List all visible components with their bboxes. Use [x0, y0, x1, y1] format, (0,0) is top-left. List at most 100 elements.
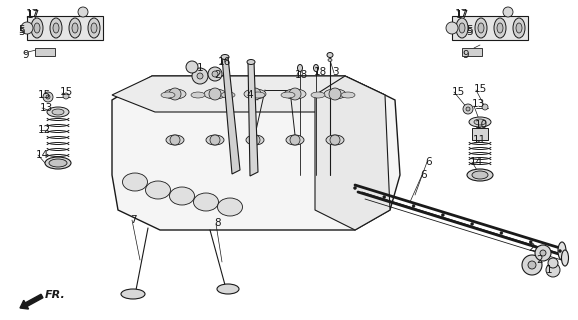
Ellipse shape	[123, 173, 147, 191]
Ellipse shape	[324, 89, 346, 99]
Circle shape	[548, 258, 558, 268]
Ellipse shape	[327, 52, 333, 58]
Ellipse shape	[50, 18, 62, 38]
Ellipse shape	[467, 169, 493, 181]
Circle shape	[446, 22, 458, 34]
Text: 1: 1	[197, 63, 203, 73]
Text: 18: 18	[314, 67, 327, 77]
Circle shape	[354, 187, 357, 189]
Ellipse shape	[328, 59, 332, 61]
Ellipse shape	[47, 107, 69, 117]
Circle shape	[558, 250, 561, 252]
Circle shape	[289, 88, 301, 100]
Ellipse shape	[281, 92, 295, 98]
Ellipse shape	[52, 109, 64, 115]
Circle shape	[249, 88, 261, 100]
FancyArrow shape	[20, 294, 43, 309]
Text: 6: 6	[420, 170, 427, 180]
Bar	[462, 48, 482, 56]
Text: 18: 18	[295, 70, 308, 80]
Text: 16: 16	[218, 57, 231, 67]
Text: 9: 9	[22, 50, 29, 60]
Text: 13: 13	[472, 99, 486, 109]
Circle shape	[210, 135, 220, 145]
Ellipse shape	[49, 159, 67, 167]
Text: 15: 15	[452, 87, 465, 97]
Ellipse shape	[246, 135, 264, 145]
Ellipse shape	[217, 284, 239, 294]
Ellipse shape	[251, 92, 265, 98]
Circle shape	[212, 71, 218, 77]
Ellipse shape	[494, 18, 506, 38]
Text: 5: 5	[18, 27, 25, 37]
Text: 3: 3	[332, 67, 339, 77]
Circle shape	[21, 22, 33, 34]
Circle shape	[466, 107, 470, 111]
Circle shape	[78, 7, 88, 17]
Ellipse shape	[341, 92, 355, 98]
Ellipse shape	[561, 250, 569, 266]
Ellipse shape	[166, 135, 184, 145]
Bar	[452, 16, 528, 40]
Text: 7: 7	[130, 215, 136, 225]
Circle shape	[208, 67, 222, 81]
Ellipse shape	[221, 54, 229, 60]
Text: 1: 1	[546, 265, 553, 275]
Text: 13: 13	[40, 103, 53, 113]
Text: 17: 17	[456, 10, 469, 20]
Circle shape	[500, 231, 503, 235]
Text: 14: 14	[470, 157, 483, 167]
Ellipse shape	[161, 92, 175, 98]
Ellipse shape	[206, 135, 224, 145]
Circle shape	[482, 104, 488, 110]
Ellipse shape	[513, 18, 525, 38]
Circle shape	[186, 61, 198, 73]
Circle shape	[329, 88, 341, 100]
Text: 9: 9	[462, 50, 469, 60]
Text: 12: 12	[38, 125, 51, 135]
Circle shape	[503, 7, 513, 17]
Circle shape	[528, 261, 536, 269]
Ellipse shape	[169, 187, 195, 205]
Ellipse shape	[516, 23, 522, 33]
Text: 2: 2	[536, 255, 543, 265]
Circle shape	[169, 88, 181, 100]
Ellipse shape	[191, 92, 205, 98]
Circle shape	[529, 241, 532, 244]
Text: 2: 2	[214, 70, 221, 80]
Ellipse shape	[558, 242, 566, 260]
Ellipse shape	[311, 92, 325, 98]
Text: 15: 15	[474, 84, 487, 94]
Bar	[35, 48, 55, 56]
Ellipse shape	[31, 18, 43, 38]
Bar	[27, 16, 103, 40]
Text: 2: 2	[528, 243, 535, 253]
Circle shape	[383, 196, 386, 198]
Ellipse shape	[204, 89, 226, 99]
Circle shape	[250, 135, 260, 145]
Polygon shape	[112, 76, 385, 112]
Ellipse shape	[221, 92, 235, 98]
Polygon shape	[248, 62, 258, 176]
Ellipse shape	[121, 289, 145, 299]
Bar	[472, 128, 488, 140]
Ellipse shape	[247, 60, 255, 65]
Polygon shape	[315, 76, 390, 230]
Circle shape	[535, 245, 551, 261]
Circle shape	[463, 104, 473, 114]
Ellipse shape	[194, 193, 218, 211]
Text: 8: 8	[214, 218, 221, 228]
Circle shape	[546, 263, 560, 277]
Circle shape	[192, 68, 208, 84]
Ellipse shape	[146, 181, 171, 199]
Ellipse shape	[469, 117, 491, 127]
Circle shape	[470, 222, 473, 226]
Ellipse shape	[88, 18, 100, 38]
Circle shape	[63, 93, 69, 99]
Ellipse shape	[472, 171, 488, 179]
Ellipse shape	[456, 18, 468, 38]
Circle shape	[290, 135, 300, 145]
Circle shape	[197, 73, 203, 79]
Ellipse shape	[72, 23, 78, 33]
Circle shape	[43, 92, 53, 102]
